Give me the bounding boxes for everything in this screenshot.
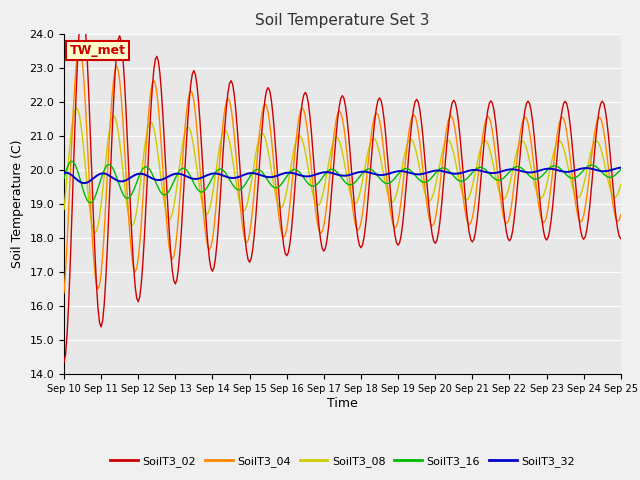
- Title: Soil Temperature Set 3: Soil Temperature Set 3: [255, 13, 429, 28]
- Y-axis label: Soil Temperature (C): Soil Temperature (C): [11, 140, 24, 268]
- Text: TW_met: TW_met: [70, 44, 125, 57]
- Legend: SoilT3_02, SoilT3_04, SoilT3_08, SoilT3_16, SoilT3_32: SoilT3_02, SoilT3_04, SoilT3_08, SoilT3_…: [106, 451, 579, 471]
- X-axis label: Time: Time: [327, 397, 358, 410]
